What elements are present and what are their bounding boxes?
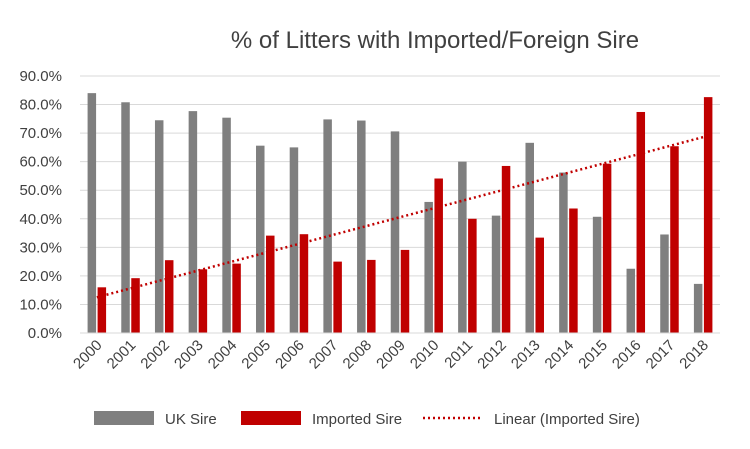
legend-label-trendline: Linear (Imported Sire)	[494, 411, 640, 428]
x-tick-label: 2018	[676, 337, 712, 373]
bar-imported-sire	[501, 165, 511, 333]
bar-imported-sire	[703, 97, 713, 334]
x-tick-label: 2013	[508, 337, 544, 373]
legend-label-uk-sire: UK Sire	[165, 411, 217, 428]
x-tick-label: 2003	[171, 337, 207, 373]
bar-imported-sire	[299, 234, 309, 333]
bar-uk-sire	[154, 120, 164, 333]
bar-imported-sire	[333, 261, 342, 333]
y-tick-label: 20.0%	[19, 268, 62, 285]
legend-swatch-uk-sire	[94, 411, 154, 425]
bar-imported-sire	[434, 178, 443, 333]
x-tick-label: 2001	[104, 337, 140, 373]
x-tick-label: 2015	[575, 337, 611, 373]
bar-uk-sire	[390, 131, 400, 333]
bar-uk-sire	[256, 145, 265, 333]
bar-imported-sire	[131, 278, 140, 333]
legend: UK Sire Imported Sire Linear (Imported S…	[94, 411, 640, 428]
bar-uk-sire	[592, 216, 602, 333]
bar-uk-sire	[323, 119, 332, 333]
bar-uk-sire	[87, 93, 97, 333]
bar-uk-sire	[424, 201, 433, 333]
bar-imported-sire	[266, 235, 275, 333]
bar-imported-sire	[97, 287, 107, 333]
x-tick-label: 2005	[238, 337, 274, 373]
x-tick-label: 2002	[137, 337, 173, 373]
legend-swatch-imported-sire	[241, 411, 301, 425]
bar-imported-sire	[468, 218, 477, 333]
bar-uk-sire	[525, 142, 534, 333]
gridlines	[80, 75, 720, 305]
bar-uk-sire	[222, 117, 231, 334]
y-tick-label: 10.0%	[19, 296, 62, 313]
bar-uk-sire	[357, 120, 366, 334]
trendline-group	[96, 135, 704, 299]
bar-uk-sire	[559, 172, 568, 333]
trendline	[96, 135, 704, 299]
x-tick-label: 2000	[70, 337, 106, 373]
bar-imported-sire	[535, 237, 544, 333]
bar-uk-sire	[289, 147, 299, 333]
bar-imported-sire	[400, 249, 410, 333]
x-tick-label: 2014	[542, 337, 578, 373]
x-tick-label: 2006	[272, 337, 308, 373]
bar-uk-sire	[121, 102, 130, 333]
bar-imported-sire	[198, 269, 208, 333]
x-tick-label: 2008	[340, 337, 376, 373]
y-tick-label: 90.0%	[19, 68, 62, 85]
x-axis-ticks: 2000200120022003200420052006200720082009…	[70, 337, 712, 373]
x-tick-label: 2004	[205, 337, 241, 373]
x-tick-label: 2007	[306, 337, 342, 373]
x-tick-label: 2009	[373, 337, 409, 373]
y-tick-label: 0.0%	[28, 325, 62, 342]
bar-uk-sire	[188, 111, 198, 333]
y-tick-label: 40.0%	[19, 211, 62, 228]
bars	[87, 93, 713, 334]
bar-imported-sire	[232, 263, 241, 333]
bar-uk-sire	[458, 161, 467, 333]
x-tick-label: 2010	[407, 337, 443, 373]
bar-imported-sire	[670, 146, 679, 333]
bar-imported-sire	[367, 259, 376, 333]
y-axis-ticks: 0.0% 10.0% 20.0% 30.0% 40.0% 50.0% 60.0% 70.0% 8…	[19, 68, 62, 342]
bar-imported-sire	[164, 260, 174, 333]
y-tick-label: 30.0%	[19, 239, 62, 256]
bar-imported-sire	[636, 111, 646, 333]
y-tick-label: 80.0%	[19, 97, 62, 114]
x-tick-label: 2012	[474, 337, 510, 373]
chart-title: % of Litters with Imported/Foreign Sire	[231, 27, 639, 54]
y-tick-label: 60.0%	[19, 154, 62, 171]
y-tick-label: 50.0%	[19, 182, 62, 199]
legend-label-imported-sire: Imported Sire	[312, 411, 402, 428]
bar-imported-sire	[569, 208, 578, 333]
bar-uk-sire	[626, 268, 636, 333]
bar-uk-sire	[693, 283, 703, 333]
y-tick-label: 70.0%	[19, 125, 62, 142]
x-tick-label: 2017	[643, 337, 679, 373]
x-tick-label: 2011	[441, 337, 476, 372]
bar-imported-sire	[602, 163, 612, 333]
x-tick-label: 2016	[609, 337, 645, 373]
bar-uk-sire	[491, 215, 501, 333]
bar-uk-sire	[660, 234, 669, 333]
